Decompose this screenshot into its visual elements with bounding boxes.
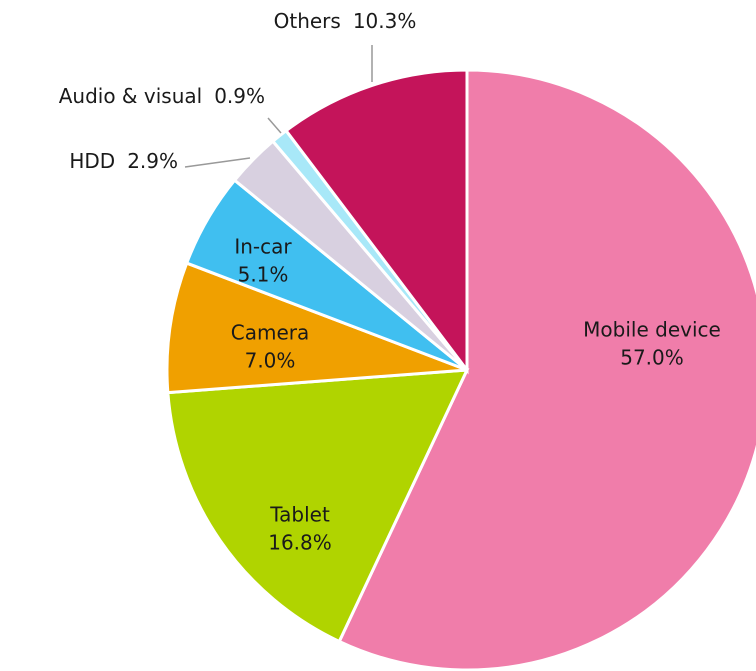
slice-name: HDD xyxy=(69,149,115,173)
slice-name: Others xyxy=(274,9,341,33)
slice-label: Camera xyxy=(231,321,310,345)
slice-label: HDD 2.9% xyxy=(69,149,178,173)
slice-value: 5.1% xyxy=(238,263,289,287)
pie-slice xyxy=(165,261,468,395)
leader-line xyxy=(267,117,282,134)
slice-value: 0.9% xyxy=(214,84,265,108)
slice-value: 7.0% xyxy=(245,349,296,373)
leader-line xyxy=(184,157,251,168)
pie-slice xyxy=(337,68,756,671)
slice-value: 10.3% xyxy=(353,9,417,33)
slice-label: Tablet xyxy=(269,503,330,527)
slice-label: Others 10.3% xyxy=(274,9,417,33)
slice-value: 2.9% xyxy=(127,149,178,173)
pie-slice xyxy=(284,68,469,375)
pie-slice xyxy=(166,368,470,644)
slice-label: Mobile device xyxy=(583,318,721,342)
slice-label: Audio & visual 0.9% xyxy=(59,84,265,108)
slice-value: 57.0% xyxy=(620,346,684,370)
slice-value: 16.8% xyxy=(268,531,332,555)
slice-label: In-car xyxy=(234,235,292,259)
slice-name: Audio & visual xyxy=(59,84,202,108)
